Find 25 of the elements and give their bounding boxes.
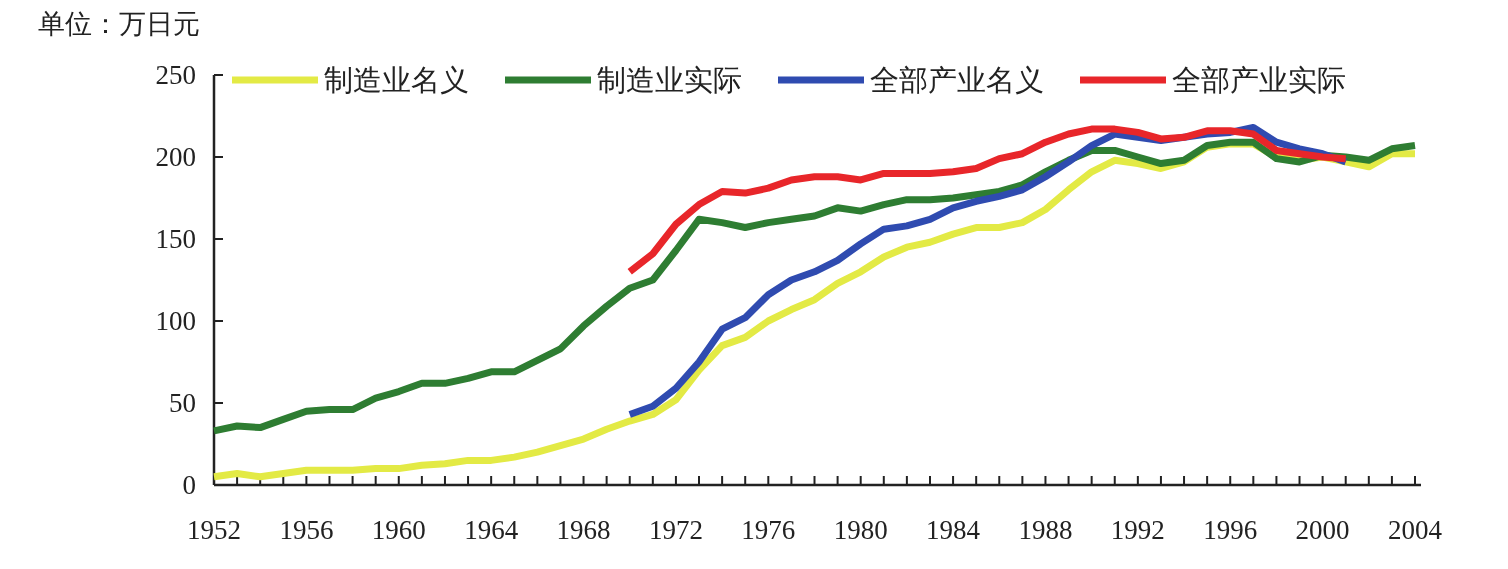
x-tick-label: 1980 xyxy=(833,515,888,545)
y-tick-label: 0 xyxy=(182,470,196,500)
x-tick-label: 1976 xyxy=(741,515,796,545)
legend-label: 全部产业实际 xyxy=(1172,64,1346,96)
legend-label: 制造业实际 xyxy=(597,64,742,96)
y-axis-title: 单位：万日元 xyxy=(38,9,200,39)
x-tick-label: 1984 xyxy=(926,515,981,545)
legend-label: 制造业名义 xyxy=(324,64,469,96)
x-tick-label: 1952 xyxy=(187,515,241,545)
x-tick-label: 1992 xyxy=(1110,515,1165,545)
y-tick-label: 150 xyxy=(155,224,196,254)
y-tick-label: 50 xyxy=(169,388,196,418)
x-tick-label: 1988 xyxy=(1018,515,1073,545)
x-tick-label: 1956 xyxy=(279,515,334,545)
x-tick-label: 1968 xyxy=(556,515,611,545)
x-tick-label: 1972 xyxy=(648,515,703,545)
x-tick-label: 1996 xyxy=(1203,515,1258,545)
x-tick-label: 2000 xyxy=(1295,515,1350,545)
x-tick-label: 1960 xyxy=(371,515,426,545)
x-tick-label: 2004 xyxy=(1388,515,1443,545)
y-tick-label: 200 xyxy=(155,142,196,172)
y-tick-label: 100 xyxy=(155,306,196,336)
x-tick-label: 1964 xyxy=(464,515,519,545)
legend-label: 全部产业名义 xyxy=(870,64,1044,96)
y-tick-label: 250 xyxy=(155,60,196,90)
